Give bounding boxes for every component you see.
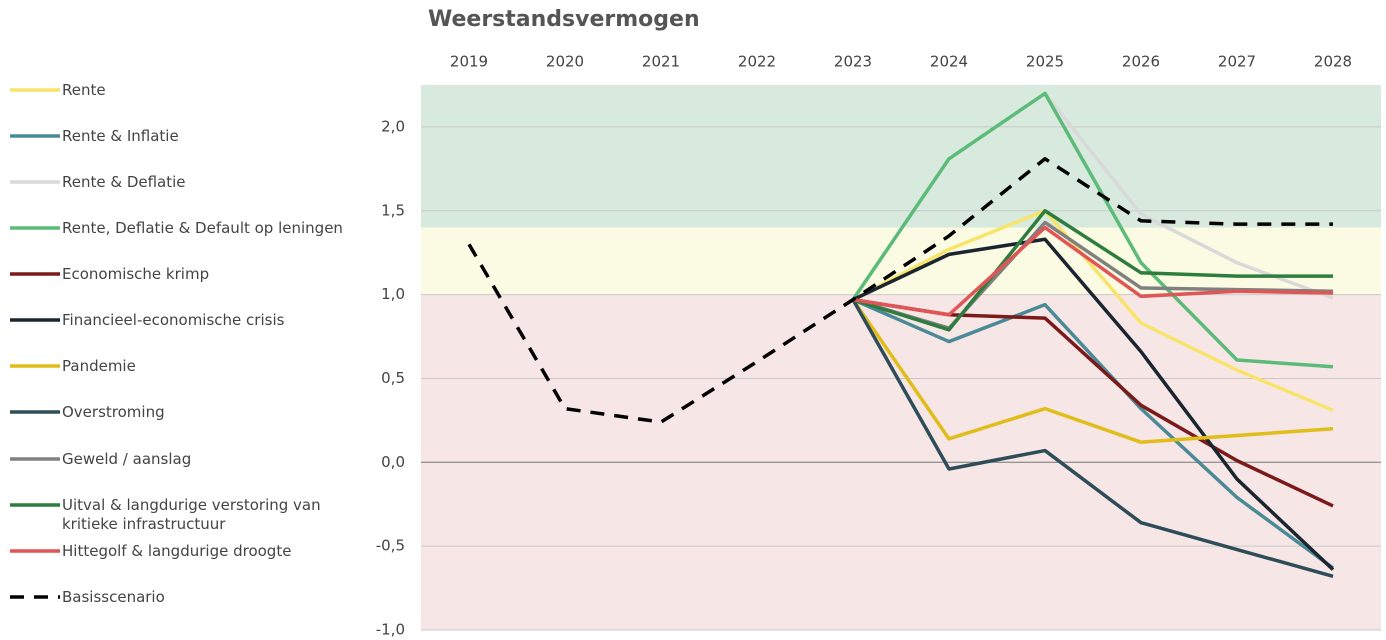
legend-item: Geweld / aanslag — [10, 450, 350, 469]
y-tick-label: 1,0 — [381, 285, 405, 303]
legend-swatch — [10, 364, 60, 368]
series-line — [852, 298, 1335, 570]
legend-swatch — [10, 318, 60, 322]
legend-label: Geweld / aanslag — [62, 450, 192, 468]
legend-item: Financieel-economische crisis — [10, 311, 350, 330]
zone-band — [421, 227, 1381, 295]
legend-swatch — [10, 549, 60, 553]
legend-item: Hittegolf & langdurige droogte — [10, 542, 350, 561]
legend-swatch — [10, 226, 60, 230]
legend-item: Economische krimp — [10, 265, 350, 284]
x-tick-label: 2023 — [834, 53, 872, 71]
legend-item: Pandemie — [10, 357, 350, 376]
legend-swatch — [10, 134, 60, 138]
x-tick-label: 2019 — [450, 53, 488, 71]
legend-label: Uitval & langdurige verstoring van kriti… — [62, 496, 321, 533]
x-tick-label: 2020 — [546, 53, 584, 71]
legend-swatch — [10, 503, 60, 507]
series-line — [852, 209, 1333, 332]
x-tick-label: 2021 — [642, 53, 680, 71]
legend-label: Rente & Deflatie — [62, 173, 186, 191]
y-tick-label: -0,5 — [376, 537, 405, 555]
legend-label: Overstroming — [62, 403, 165, 421]
y-tick-label: 2,0 — [381, 117, 405, 135]
x-tick-label: 2025 — [1026, 53, 1064, 71]
x-tick-label: 2027 — [1218, 53, 1256, 71]
legend-label: Financieel-economische crisis — [62, 311, 285, 329]
legend-item: Basisscenario — [10, 588, 350, 607]
legend-label: Hittegolf & langdurige droogte — [62, 542, 292, 560]
x-tick-label: 2028 — [1314, 53, 1352, 71]
legend-swatch — [10, 595, 60, 599]
legend-swatch — [10, 180, 60, 184]
legend-swatch — [10, 410, 60, 414]
series-line — [851, 298, 1334, 579]
legend-item: Overstroming — [10, 403, 350, 422]
y-tick-label: 0,0 — [381, 453, 405, 471]
legend-label: Pandemie — [62, 357, 136, 375]
zone-band — [421, 85, 1381, 228]
legend-label: Economische krimp — [62, 265, 210, 283]
y-tick-label: -1,0 — [376, 621, 405, 639]
legend-label: Rente, Deflatie & Default op leningen — [62, 219, 343, 237]
series-line — [851, 91, 1334, 369]
legend-swatch — [10, 457, 60, 461]
y-tick-label: 1,5 — [381, 201, 405, 219]
legend-swatch — [10, 272, 60, 276]
x-tick-label: 2024 — [930, 53, 968, 71]
y-tick-label: 0,5 — [381, 369, 405, 387]
x-tick-label: 2022 — [738, 53, 776, 71]
legend-item: Rente & Inflatie — [10, 127, 350, 146]
legend-label: Basisscenario — [62, 588, 165, 606]
series-line — [851, 298, 1334, 444]
chart-title: Weerstandsvermogen — [428, 7, 700, 32]
legend-item: Rente — [10, 81, 350, 100]
legend-label: Rente — [62, 81, 106, 99]
legend-item: Rente, Deflatie & Default op leningen — [10, 219, 350, 238]
legend-label: Rente & Inflatie — [62, 127, 179, 145]
legend-item: Rente & Deflatie — [10, 173, 350, 192]
legend-item: Uitval & langdurige verstoring van kriti… — [10, 496, 350, 534]
x-tick-label: 2026 — [1122, 53, 1160, 71]
series-line — [852, 225, 1334, 317]
series-line — [852, 209, 1334, 412]
legend-swatch — [10, 88, 60, 92]
series-line — [467, 157, 1333, 424]
series-line — [852, 237, 1335, 571]
